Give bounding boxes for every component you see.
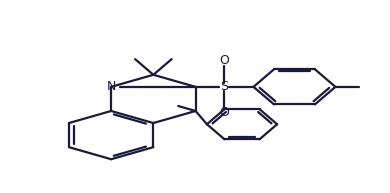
Text: N: N (106, 80, 116, 93)
Text: O: O (219, 106, 229, 119)
Text: S: S (220, 80, 228, 93)
Text: O: O (219, 54, 229, 67)
